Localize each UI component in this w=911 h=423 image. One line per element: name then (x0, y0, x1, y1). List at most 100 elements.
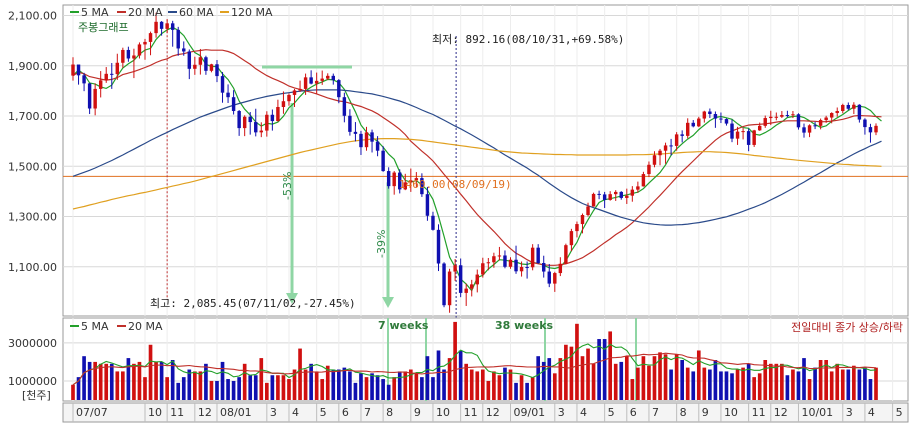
candle (708, 108, 712, 119)
volume-bar (342, 367, 347, 400)
volume-bar (375, 375, 380, 400)
candle-body (71, 64, 75, 76)
volume-bar (126, 358, 131, 400)
candle-body (359, 133, 363, 148)
candle-body (663, 145, 668, 151)
candle (353, 122, 358, 142)
candle (165, 19, 169, 33)
candle (115, 53, 120, 80)
volume-bar (76, 377, 81, 400)
candle (641, 171, 646, 187)
x-tick-label: 08/01 (220, 406, 252, 419)
price-y-tick-label: 1,900.00 (8, 60, 57, 73)
candle-body (669, 145, 673, 147)
candle (663, 142, 668, 164)
volume-bar (724, 371, 729, 400)
price-y-tick-label: 1,700.00 (8, 110, 57, 123)
volume-bar (364, 377, 369, 400)
volume-bar (187, 369, 192, 400)
candle (309, 70, 313, 85)
volume-bar (708, 369, 712, 400)
candle-body (829, 113, 834, 118)
candle-body (685, 122, 690, 136)
candle-body (724, 119, 729, 124)
candle (713, 111, 718, 128)
candle (852, 102, 856, 115)
candle (270, 109, 275, 131)
candle (71, 57, 75, 81)
volume-bar (71, 384, 75, 400)
candle (802, 123, 806, 138)
drop2-label: -39% (375, 230, 388, 258)
volume-bar (431, 377, 435, 400)
candle (126, 46, 131, 62)
x-axis: 07/07 10 11 12 08/01 3 4 5 6 7 8 9 10 11 12 09/01 3 4 5 6 7 8… (72, 403, 903, 422)
candle (259, 122, 264, 138)
volume-bar (480, 369, 485, 400)
volume-legend: 5 MA 20 MA (70, 320, 163, 333)
candle (287, 93, 291, 106)
candle (447, 268, 452, 313)
x-tick-label: 4 (868, 406, 875, 419)
volume-bar (292, 369, 297, 400)
volume-bar (331, 369, 336, 400)
candle-body (326, 75, 330, 79)
candle (337, 79, 341, 104)
candle-body (115, 62, 120, 75)
candle (824, 115, 828, 123)
candle (143, 38, 147, 60)
vol-legend-swatch-20ma (117, 325, 126, 327)
candle (697, 116, 701, 128)
candle-body (863, 119, 867, 128)
candle-body (475, 274, 479, 285)
volume-bar (159, 361, 164, 400)
volume-bar (215, 380, 219, 400)
candle (132, 48, 136, 79)
volume-bar (497, 375, 502, 400)
candle (481, 257, 485, 278)
candle (647, 161, 651, 178)
volume-bar (132, 363, 136, 400)
volume-bar (802, 358, 806, 400)
volume-panel (62, 317, 909, 402)
candle-body (735, 131, 740, 139)
volume-bar (746, 363, 751, 400)
candle (386, 167, 391, 189)
candle (403, 173, 407, 191)
candle-body (564, 245, 568, 264)
candle-body (553, 273, 557, 284)
volume-bar (696, 350, 701, 400)
candle (785, 110, 790, 118)
volume-bar (752, 377, 756, 400)
candle-body (292, 90, 297, 95)
volume-bar (98, 363, 103, 400)
volume-bar (857, 369, 862, 400)
volume-bar (143, 377, 147, 400)
x-tick-label: 6 (342, 406, 349, 419)
candle (630, 186, 635, 202)
volume-bar (309, 363, 313, 400)
volume-bar (702, 367, 707, 400)
volume-bar (137, 361, 142, 400)
x-tick-label: 11 (464, 406, 478, 419)
volume-bar (757, 373, 762, 400)
volume-bar (265, 382, 269, 400)
candle-body (314, 80, 319, 84)
candle-body (370, 132, 374, 142)
candle (569, 228, 574, 252)
x-tick-label: 8 (680, 406, 687, 419)
x-tick-label: 10 (148, 406, 162, 419)
candle (342, 92, 347, 123)
volume-bar (193, 371, 197, 400)
candle-body (780, 115, 784, 117)
drop1-label: -53% (281, 172, 294, 200)
volume-bar (121, 371, 125, 400)
candle-body (381, 150, 385, 172)
candle-body (353, 131, 358, 134)
candle-body (835, 111, 839, 114)
candle (580, 213, 585, 234)
volume-bar (314, 371, 319, 400)
volume-bar (575, 323, 579, 400)
candle-layer (71, 12, 878, 313)
price-legend: 5 MA 20 MA 60 MA 120 MA (70, 6, 273, 19)
